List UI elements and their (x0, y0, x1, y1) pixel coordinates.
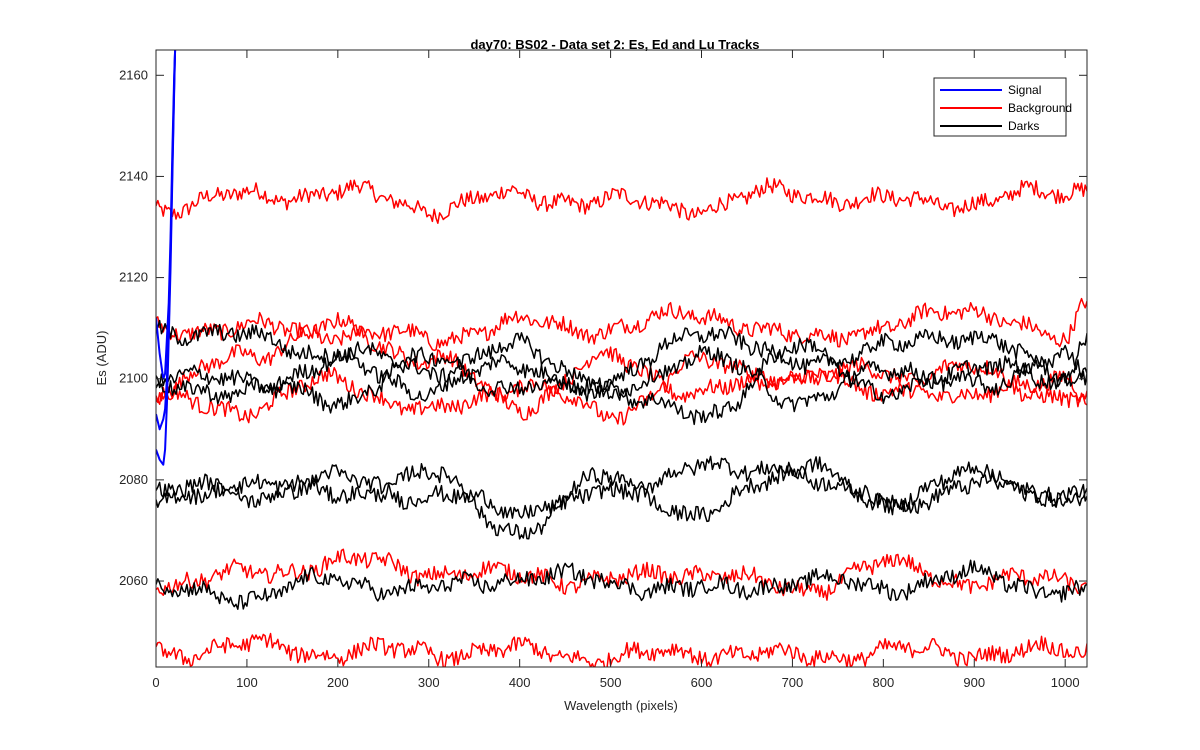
x-tick-label: 600 (691, 675, 713, 690)
x-tick-label: 100 (236, 675, 258, 690)
x-tick-label: 200 (327, 675, 349, 690)
series-darks-track-2 (156, 344, 1087, 413)
legend-label-background: Background (1008, 101, 1072, 115)
y-tick-label: 2120 (119, 270, 148, 285)
chart-title: day70: BS02 - Data set 2: Es, Ed and Lu … (470, 37, 759, 52)
plot-area (156, 50, 1087, 667)
y-tick-label: 2060 (119, 573, 148, 588)
series-darks-track-5 (156, 464, 1087, 523)
x-tick-label: 900 (963, 675, 985, 690)
series-darks-track-6 (156, 559, 1087, 610)
y-tick-label: 2080 (119, 472, 148, 487)
series-background-track-1 (156, 177, 1087, 224)
legend-label-darks: Darks (1008, 119, 1039, 133)
x-axis-label: Wavelength (pixels) (564, 698, 678, 713)
x-tick-label: 700 (782, 675, 804, 690)
y-axis-label: Es (ADU) (94, 331, 109, 386)
series-darks-track-1 (156, 319, 1087, 394)
x-tick-label: 500 (600, 675, 622, 690)
series-layer (156, 50, 1087, 667)
legend: Signal Background Darks (933, 77, 1072, 137)
y-tick-label: 2140 (119, 168, 148, 183)
series-signal-track-3 (156, 50, 177, 466)
series-darks-track-3 (156, 337, 1087, 426)
series-background-track-3 (156, 311, 1087, 421)
x-tick-label: 0 (152, 675, 159, 690)
legend-label-signal: Signal (1008, 83, 1041, 97)
x-tick-label: 800 (872, 675, 894, 690)
x-tick-label: 400 (509, 675, 531, 690)
y-axis-ticks: 2060 2080 2100 2120 2140 2160 (119, 67, 1087, 588)
x-axis-ticks: 0 100 200 300 400 500 600 700 800 900 1000 (152, 50, 1080, 690)
x-tick-label: 1000 (1051, 675, 1080, 690)
y-tick-label: 2160 (119, 67, 148, 82)
plot-frame (155, 49, 1088, 668)
x-tick-label: 300 (418, 675, 440, 690)
series-background-track-6 (156, 632, 1087, 667)
y-tick-label: 2100 (119, 371, 148, 386)
series-background-track-4 (156, 350, 1087, 426)
